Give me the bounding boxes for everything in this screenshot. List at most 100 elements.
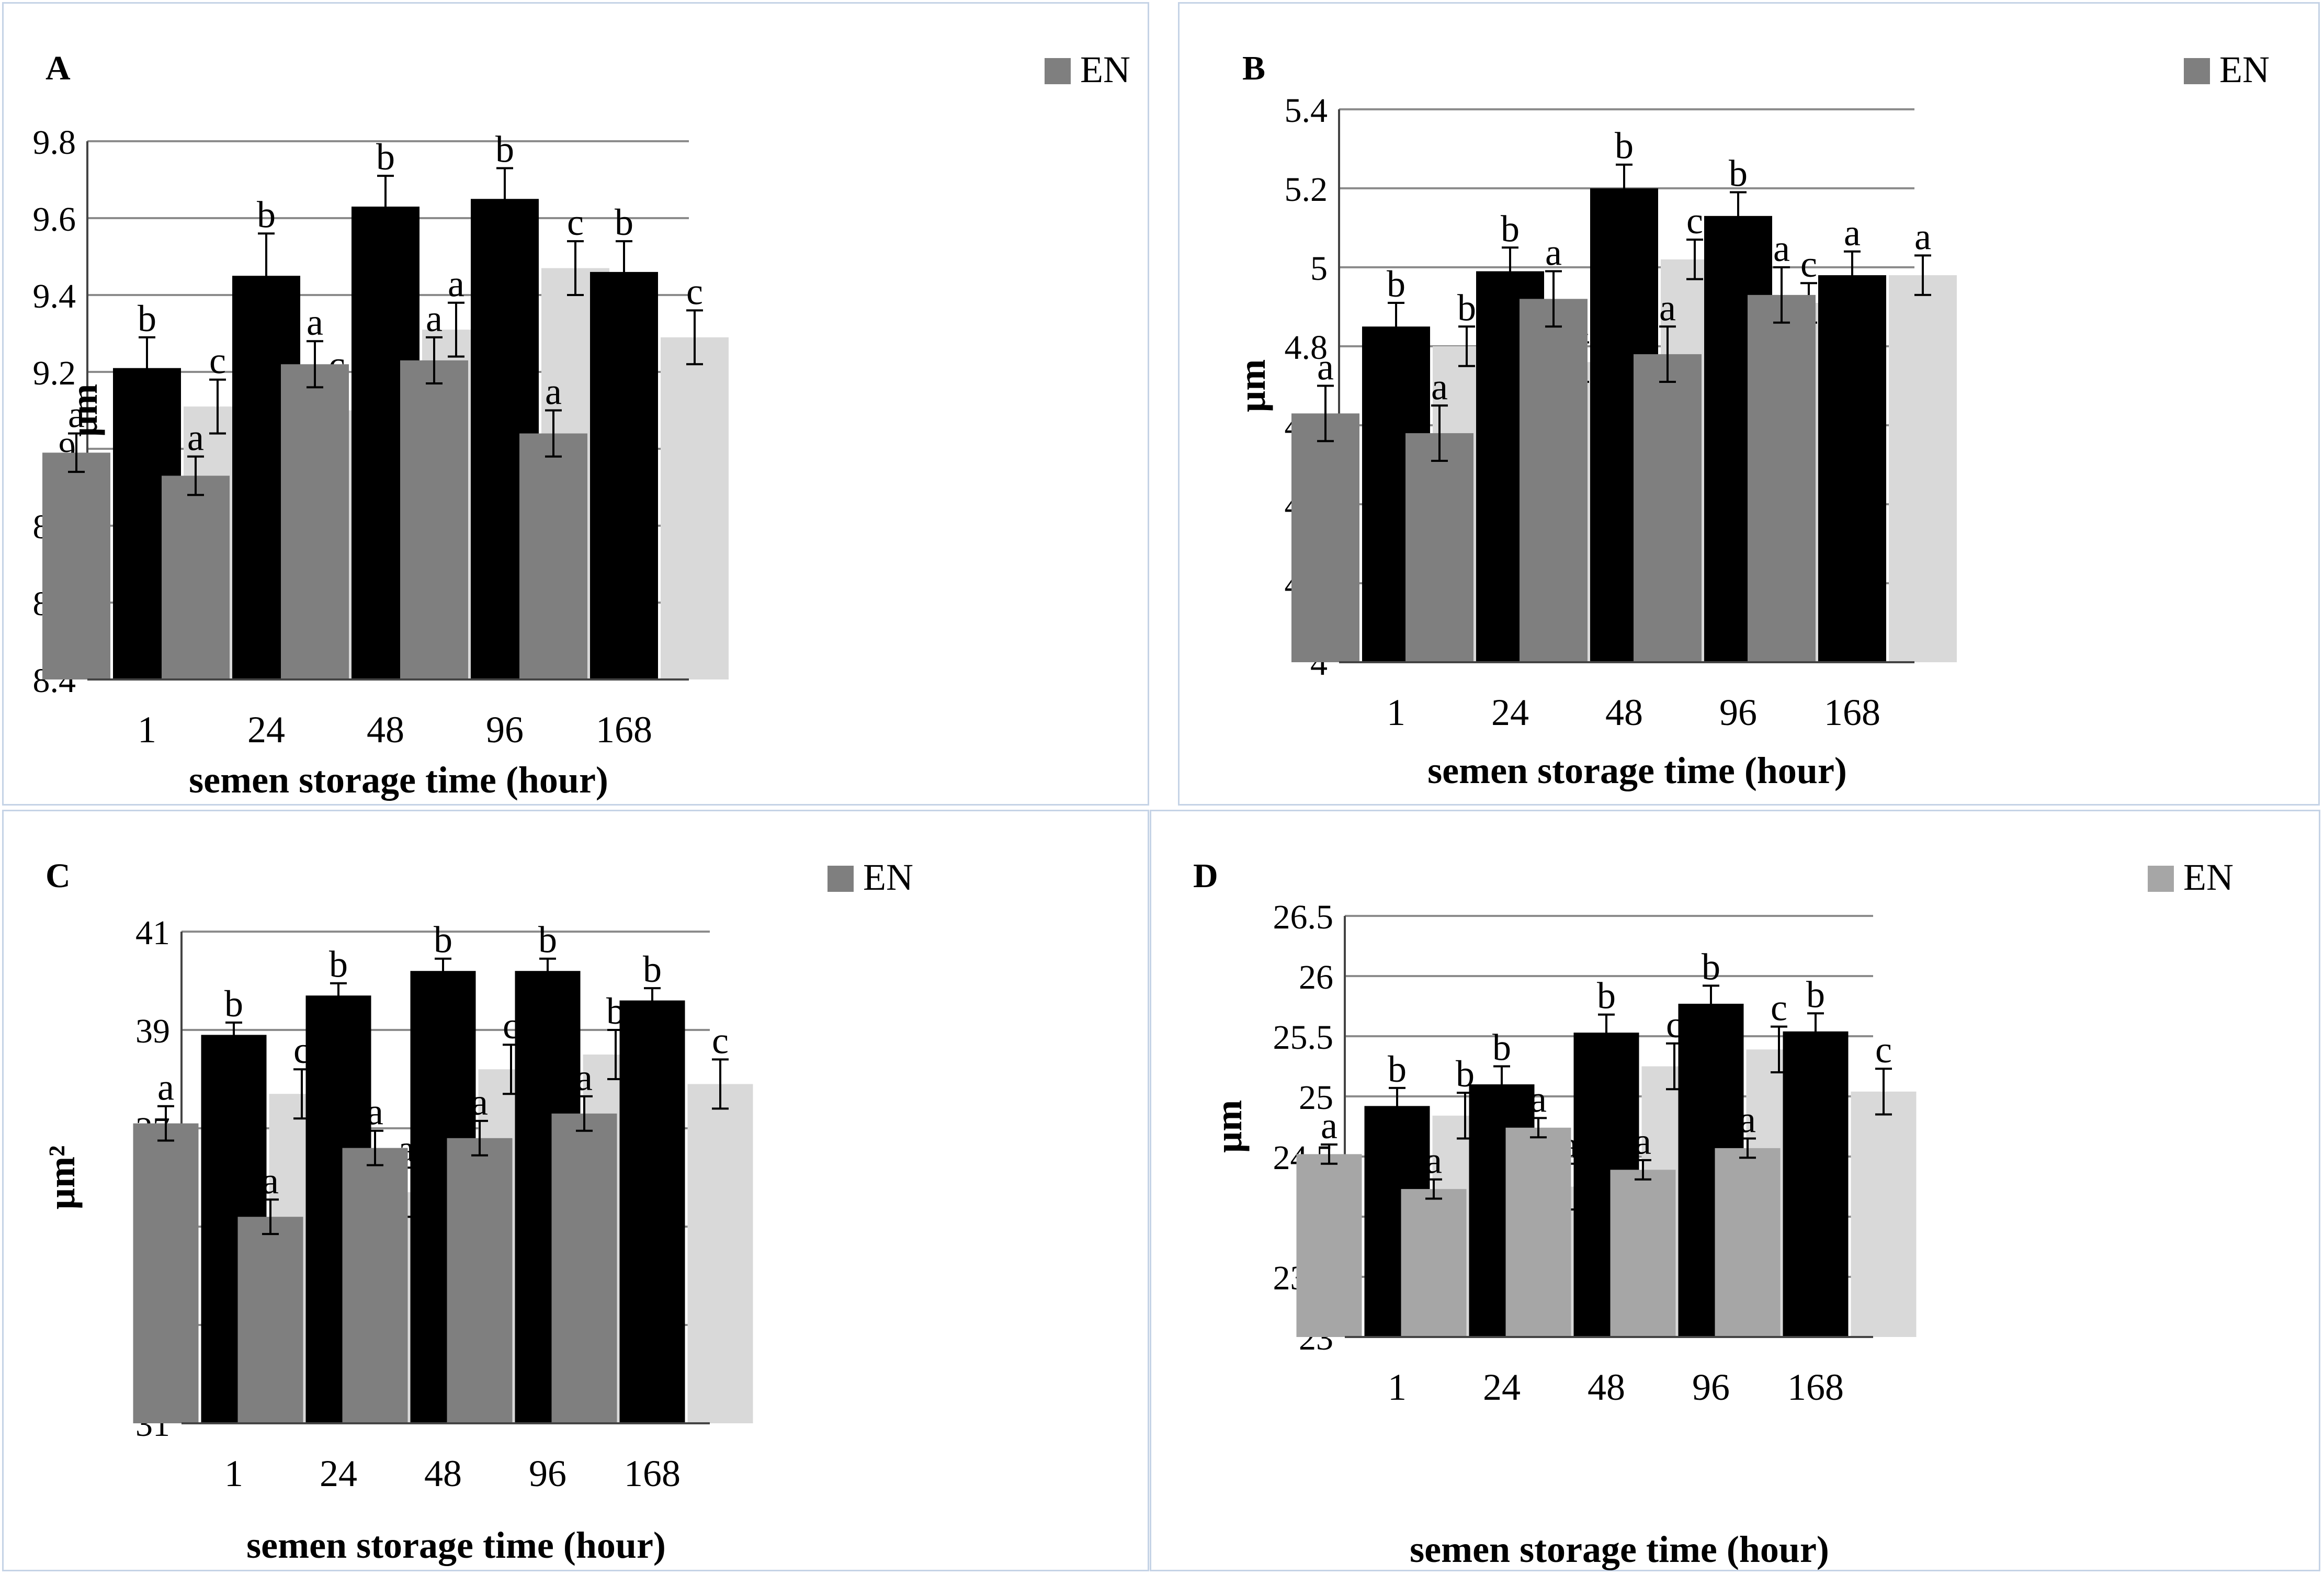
bar [619,1000,685,1423]
significance-label: c [686,270,703,312]
significance-label: c [209,340,226,382]
x-axis-title: semen storage time (hour) [189,759,608,801]
chart-svg: 2323.52424.52525.52626.5abb1aba24abc48ab… [1193,856,2234,1570]
y-tick-label: 26.5 [1273,898,1334,936]
bar [400,360,468,679]
x-tick-label: 96 [1719,692,1757,733]
bar [590,271,658,679]
chart-svg: 8.48.68.899.29.49.69.8abc1abc24aba48abc9… [33,49,1130,801]
significance-label: a [1739,1099,1756,1141]
y-tick-label: 39 [135,1012,170,1050]
bar [447,1138,513,1423]
chart-svg: 44.24.44.64.855.25.4abb1abc24abc48abc96a… [1231,49,2270,791]
y-tick-label: 25.5 [1273,1018,1334,1057]
x-tick-label: 1 [224,1453,243,1494]
significance-label: a [307,301,323,343]
significance-label: b [1387,263,1405,305]
bar [661,337,729,679]
legend-label: EN [2183,856,2234,898]
significance-label: a [1844,212,1861,254]
significance-label: b [1702,946,1720,988]
significance-label: b [1597,975,1616,1017]
x-tick-label: 168 [596,709,652,751]
significance-label: c [1875,1029,1892,1071]
significance-label: a [471,1081,488,1123]
significance-label: a [545,371,562,413]
x-tick-label: 1 [1387,692,1405,733]
x-tick-label: 168 [1824,692,1880,733]
chart-panel-d: 2323.52424.52525.52626.5abb1aba24abc48ab… [1150,810,2320,1571]
bar [1520,299,1588,662]
bar [1634,354,1702,662]
x-tick-label: 24 [1491,692,1529,733]
significance-label: b [1615,125,1634,167]
legend-label: EN [863,856,913,898]
significance-label: a [1635,1120,1651,1162]
x-tick-label: 96 [529,1453,566,1494]
significance-label: b [1388,1048,1407,1090]
significance-label: a [68,394,85,436]
legend-label: EN [2219,49,2270,90]
x-tick-label: 24 [247,709,285,751]
panel-label: C [46,857,71,895]
significance-label: b [538,919,557,961]
y-tick-label: 9.8 [33,123,76,162]
significance-label: a [1321,1105,1337,1147]
significance-label: a [1317,346,1334,388]
bar [237,1217,303,1423]
significance-label: a [1545,232,1562,274]
significance-label: b [1492,1027,1511,1069]
bar [1889,275,1957,662]
chart-svg: 313335373941abc1aba24abc48abb96abc168sem… [41,856,913,1566]
x-tick-label: 24 [1483,1366,1521,1408]
y-axis-title: µm [1208,1100,1250,1153]
significance-label: b [224,983,243,1025]
panel-label: A [46,49,71,87]
x-tick-label: 168 [624,1453,681,1494]
bar [687,1084,753,1423]
significance-label: b [138,298,156,339]
y-tick-label: 9.4 [33,277,76,315]
y-axis-title: µm² [41,1145,83,1209]
bar [1291,413,1359,662]
significance-label: b [615,201,633,243]
significance-label: b [643,948,662,990]
y-tick-label: 26 [1299,958,1333,996]
legend-label: EN [1080,49,1130,90]
x-tick-label: 48 [424,1453,462,1494]
x-tick-label: 1 [138,709,156,751]
significance-label: b [1501,208,1520,250]
significance-label: b [495,128,514,170]
x-tick-label: 48 [367,709,404,751]
legend-swatch [1045,58,1071,84]
bar [1610,1170,1676,1337]
x-tick-label: 96 [486,709,524,751]
significance-label: c [1800,243,1817,285]
significance-label: a [1425,1140,1442,1182]
bar [1405,433,1473,662]
significance-label: c [567,201,584,243]
significance-label: b [1729,153,1748,195]
significance-label: a [262,1160,279,1202]
y-axis-title: µm [1231,359,1273,412]
chart-panel-c: 313335373941abc1aba24abc48abb96abc168sem… [2,810,1149,1571]
chart-panel-b: 44.24.44.64.855.25.4abb1abc24abc48abc96a… [1178,2,2320,806]
x-tick-label: 24 [320,1453,357,1494]
y-tick-label: 5 [1310,250,1328,288]
significance-label: a [426,298,443,339]
significance-label: a [1530,1078,1547,1120]
y-tick-label: 9.6 [33,200,76,239]
y-tick-label: 25 [1299,1079,1333,1117]
y-axis-title: µm [63,384,105,437]
panel-label: D [1193,857,1218,895]
panel-label: B [1242,49,1265,87]
chart-panel-a: 8.48.68.899.29.49.69.8abc1abc24aba48abc9… [2,2,1149,806]
significance-label: b [376,136,395,178]
legend-swatch [2148,866,2174,892]
significance-label: a [1659,287,1676,328]
x-tick-label: 168 [1787,1366,1844,1408]
significance-label: b [1806,973,1825,1015]
significance-label: b [329,944,348,985]
significance-label: a [1431,366,1448,407]
bar [519,433,587,679]
